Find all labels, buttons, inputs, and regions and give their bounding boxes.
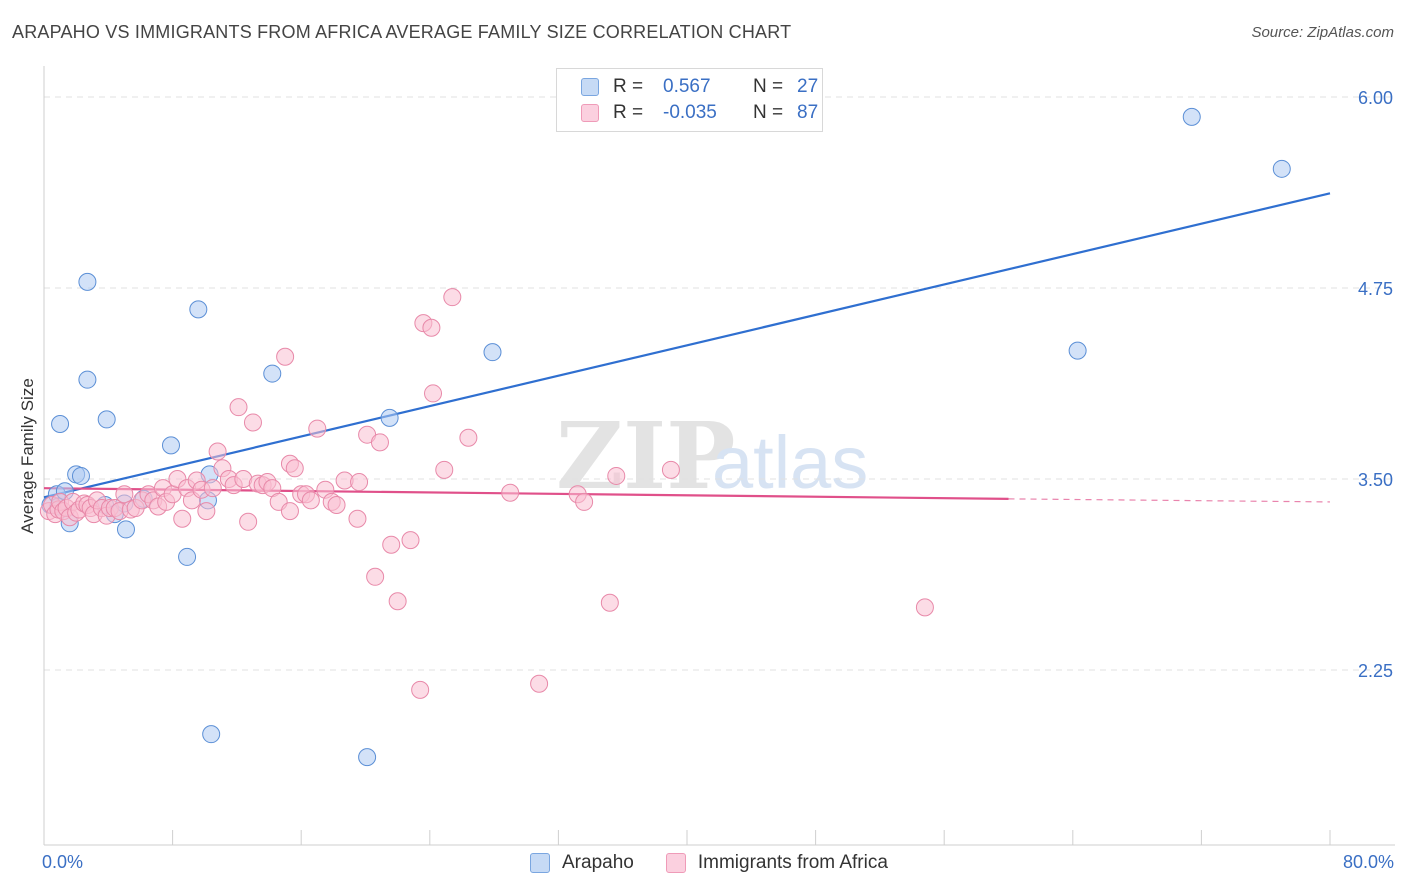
legend-n-value: 27 — [797, 76, 819, 97]
legend-r-label: R = — [613, 102, 644, 123]
y-tick-label: 3.50 — [1358, 470, 1393, 490]
point-africa — [530, 674, 549, 693]
watermark-atlas: atlas — [712, 421, 868, 504]
chart-title: ARAPAHO VS IMMIGRANTS FROM AFRICA AVERAG… — [12, 22, 792, 42]
trend-line-arapaho — [43, 192, 1331, 499]
point-africa — [661, 460, 680, 479]
series-label-arapaho: Arapaho — [562, 852, 634, 873]
point-africa — [435, 460, 454, 479]
point-arapaho — [97, 410, 116, 429]
series-legend: Arapaho Immigrants from Africa — [530, 852, 920, 874]
point-arapaho — [78, 272, 97, 291]
point-africa — [607, 466, 626, 485]
point-arapaho — [161, 436, 180, 455]
point-africa — [308, 419, 327, 438]
point-africa — [600, 593, 619, 612]
data-points — [39, 107, 1291, 767]
point-arapaho — [380, 408, 399, 427]
legend-swatch-africa — [581, 104, 599, 122]
point-africa — [173, 509, 192, 528]
point-africa — [575, 492, 594, 511]
x-min-label: 0.0% — [42, 852, 84, 872]
point-africa — [422, 318, 441, 337]
point-arapaho — [1068, 341, 1087, 360]
point-africa — [115, 485, 134, 504]
grid-lines — [44, 96, 1395, 671]
axes — [43, 66, 1395, 846]
series-legend-arapaho: Arapaho — [530, 852, 634, 874]
legend-row-arapaho: R = 0.567 N = 27 — [581, 75, 818, 99]
point-arapaho — [51, 414, 70, 433]
point-africa — [915, 598, 934, 617]
point-africa — [388, 592, 407, 611]
point-arapaho — [189, 300, 208, 319]
series-swatch-arapaho — [530, 853, 550, 873]
point-africa — [348, 509, 367, 528]
trend-extension-africa — [1008, 498, 1331, 503]
point-africa — [443, 288, 462, 307]
y-tick-label: 4.75 — [1358, 279, 1393, 299]
legend-swatch-arapaho — [581, 78, 599, 96]
series-swatch-africa — [665, 853, 686, 873]
point-africa — [411, 680, 430, 699]
series-legend-africa: Immigrants from Africa — [665, 852, 888, 874]
y-axis-label: Average Family Size — [18, 378, 37, 534]
point-arapaho — [202, 725, 221, 744]
point-arapaho — [116, 520, 135, 539]
point-africa — [229, 398, 248, 417]
point-africa — [424, 384, 443, 403]
stats-legend: R = 0.567 N = 27 R = -0.035 N = 87 — [556, 68, 823, 132]
point-africa — [301, 491, 320, 510]
point-africa — [243, 413, 262, 432]
source-label: Source: ZipAtlas.com — [1251, 24, 1394, 41]
point-arapaho — [78, 370, 97, 389]
point-africa — [382, 535, 401, 554]
legend-r-value: -0.035 — [663, 102, 717, 123]
point-africa — [350, 473, 369, 492]
x-max-label: 80.0% — [1342, 852, 1394, 872]
y-tick-label: 2.25 — [1358, 661, 1393, 681]
point-arapaho — [71, 466, 90, 485]
point-africa — [366, 567, 385, 586]
point-africa — [501, 483, 520, 502]
point-africa — [459, 428, 478, 447]
point-arapaho — [263, 364, 282, 383]
point-africa — [276, 347, 295, 366]
point-arapaho — [358, 748, 377, 767]
point-arapaho — [483, 343, 502, 362]
point-arapaho — [1272, 159, 1291, 178]
legend-n-label: N = — [753, 76, 784, 97]
point-africa — [197, 502, 216, 521]
point-africa — [327, 495, 346, 514]
point-arapaho — [178, 547, 197, 566]
legend-n-value: 87 — [797, 102, 819, 123]
point-africa — [208, 442, 227, 461]
legend-n-label: N = — [753, 102, 784, 123]
point-africa — [401, 531, 420, 550]
point-arapaho — [1182, 107, 1201, 126]
point-africa — [280, 502, 299, 521]
point-africa — [285, 459, 304, 478]
legend-r-label: R = — [613, 76, 644, 97]
point-africa — [370, 433, 389, 452]
y-tick-label: 6.00 — [1358, 88, 1393, 108]
legend-r-value: 0.567 — [663, 76, 711, 97]
point-africa — [239, 512, 258, 531]
point-africa — [203, 479, 222, 498]
y-tick-labels: 6.00 4.75 3.50 2.25 — [1358, 88, 1393, 681]
legend-row-africa: R = -0.035 N = 87 — [581, 101, 818, 125]
series-label-africa: Immigrants from Africa — [697, 852, 888, 873]
